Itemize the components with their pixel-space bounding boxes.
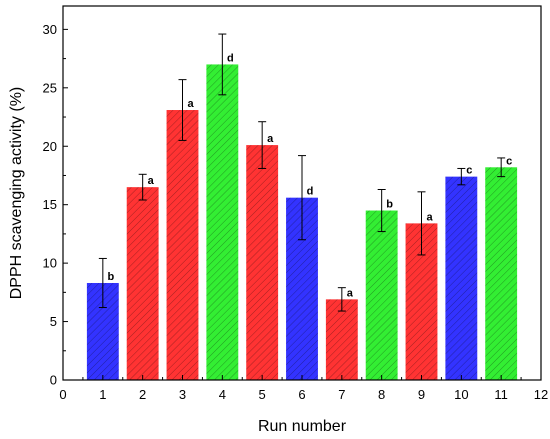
significance-letter-run-4: d (227, 52, 234, 64)
bars-layer (86, 64, 518, 381)
y-tick-label: 10 (43, 256, 57, 271)
error-bars-layer (98, 33, 506, 312)
y-tick-label: 5 (50, 314, 57, 329)
error-bar-run-5 (258, 121, 267, 169)
significance-letter-run-1: b (107, 271, 114, 283)
x-tick-label: 9 (418, 387, 425, 402)
bar-run-2 (126, 187, 159, 380)
bar-run-5 (246, 145, 279, 380)
x-tick-label: 11 (494, 387, 508, 402)
error-bar-run-1 (98, 257, 107, 309)
bar-run-3 (166, 110, 199, 381)
significance-letter-run-9: a (426, 211, 433, 223)
y-tick-label: 20 (43, 139, 57, 154)
bar-run-10 (445, 176, 478, 380)
significance-letter-run-10: c (466, 165, 472, 177)
error-bar-run-3 (178, 79, 187, 141)
error-bar-run-4 (218, 33, 227, 96)
significance-letter-run-6: d (307, 186, 314, 198)
error-bar-run-11 (497, 157, 506, 178)
significance-letter-run-8: b (386, 199, 393, 211)
x-tick-label: 7 (338, 387, 345, 402)
x-tick-label: 6 (298, 387, 305, 402)
y-axis-title: DPPH scavenging activity (%) (8, 87, 25, 300)
x-tick-label: 3 (179, 387, 186, 402)
significance-letters-layer: b a a d a d a b a c c (107, 52, 512, 299)
x-tick-label: 4 (219, 387, 226, 402)
bar-run-4 (206, 64, 239, 380)
error-bar-run-6 (298, 155, 306, 241)
significance-letter-run-2: a (148, 175, 155, 187)
significance-letter-run-11: c (506, 155, 512, 167)
error-bar-run-10 (457, 167, 466, 186)
significance-letter-run-5: a (267, 133, 274, 145)
error-bar-run-7 (337, 287, 346, 312)
x-tick-label: 1 (99, 387, 106, 402)
bar-run-7 (325, 299, 358, 380)
x-axis-title: Run number (258, 418, 347, 435)
x-tick-label: 8 (378, 387, 385, 402)
x-tick-label: 12 (534, 387, 548, 402)
y-tick-label: 0 (50, 373, 57, 388)
significance-letter-run-7: a (347, 287, 354, 299)
x-tick-label: 0 (59, 387, 66, 402)
x-tick-label: 2 (139, 387, 146, 402)
error-bar-run-8 (377, 188, 386, 233)
bar-run-11 (485, 167, 518, 380)
x-tick-label: 10 (454, 387, 468, 402)
x-tick-label: 5 (259, 387, 266, 402)
y-tick-label: 15 (43, 197, 57, 212)
error-bar-run-9 (417, 191, 426, 256)
y-tick-label: 30 (43, 22, 57, 37)
significance-letter-run-3: a (187, 98, 194, 110)
error-bar-run-2 (138, 173, 147, 201)
y-tick-label: 25 (43, 80, 57, 95)
bar-run-8 (365, 210, 398, 380)
